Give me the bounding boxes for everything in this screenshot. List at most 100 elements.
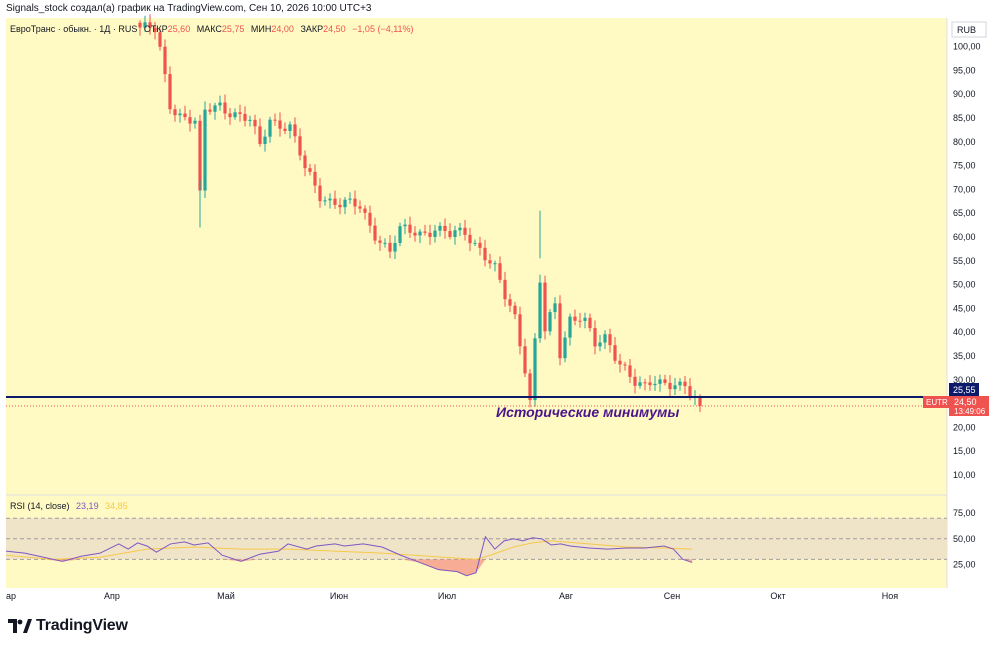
historical-lows-annotation[interactable]: Исторические минимумы — [496, 404, 679, 420]
candle-body — [248, 119, 252, 121]
candle-body — [658, 379, 662, 384]
candle-body — [578, 320, 582, 322]
candle-body — [538, 282, 542, 339]
candle-body — [608, 334, 612, 346]
legend-change: −1,05 (−4,11%) — [352, 24, 413, 34]
candle-body — [173, 109, 177, 116]
candle-body — [448, 231, 452, 238]
candle-body — [663, 379, 667, 383]
candle-body — [273, 119, 277, 121]
candle-body — [288, 124, 292, 131]
time-tick-label: Сен — [664, 591, 681, 601]
candle-body — [573, 316, 577, 321]
candle-body — [628, 365, 632, 377]
candle-body — [418, 231, 422, 236]
candle-body — [318, 185, 322, 202]
candle-body — [183, 113, 187, 118]
candle-body — [588, 317, 592, 329]
candle-body — [323, 200, 327, 202]
legend-low-label: МИН — [251, 24, 271, 34]
legend-close-label: ЗАКР — [300, 24, 323, 34]
price-tick-label: 45,00 — [953, 303, 976, 313]
candle-body — [303, 155, 307, 169]
candle-body — [543, 282, 547, 332]
candle-body — [228, 113, 232, 118]
time-scale[interactable]: ар Апр Май Июн Июл Авг Сен Окт Ноя — [6, 591, 898, 601]
candle-body — [613, 345, 617, 361]
candle-body — [498, 263, 502, 280]
candle-body — [193, 120, 197, 124]
candle-body — [453, 230, 457, 238]
price-tick-label: 40,00 — [953, 327, 976, 337]
candle-body — [358, 206, 362, 209]
candle-body — [168, 74, 172, 110]
candle-body — [298, 136, 302, 156]
ticker-text: EUTR — [926, 398, 948, 407]
candle-body — [463, 227, 467, 235]
candle-body — [223, 102, 227, 114]
price-tick-label: 95,00 — [953, 65, 976, 75]
candle-body — [333, 198, 337, 205]
candle-body — [688, 386, 692, 398]
time-tick-label: Окт — [770, 591, 785, 601]
candle-body — [398, 226, 402, 243]
time-tick-label: Июн — [330, 591, 348, 601]
currency-text: RUB — [957, 25, 976, 35]
candle-body — [583, 317, 587, 321]
candle-body — [433, 230, 437, 237]
price-tick-label: 60,00 — [953, 232, 976, 242]
candle-body — [488, 260, 492, 264]
candle-body — [213, 105, 217, 112]
candle-body — [528, 373, 532, 401]
price-tick-label: 15,00 — [953, 446, 976, 456]
candle-body — [378, 240, 382, 243]
legend-low-value: 24,00 — [271, 24, 294, 34]
time-tick-label: ар — [6, 591, 16, 601]
candle-body — [548, 312, 552, 332]
legend-line[interactable]: ЕвроТранс · обыкн. · 1Д · RUS ОТКР25,60 … — [10, 24, 414, 34]
candle-body — [533, 338, 537, 401]
candle-body — [393, 242, 397, 252]
candle-body — [638, 382, 642, 386]
candle-body — [568, 316, 572, 338]
candle-body — [283, 128, 287, 131]
candle-body — [423, 231, 427, 233]
candle-body — [293, 124, 297, 137]
currency-label[interactable]: RUB — [951, 21, 987, 38]
candle-body — [253, 119, 257, 127]
price-tick-label: 100,00 — [953, 42, 981, 52]
candle-body — [553, 303, 557, 313]
candle-body — [428, 232, 432, 237]
candle-body — [308, 168, 312, 172]
rsi-value: 23,19 — [76, 501, 99, 511]
legend-open-value: 25,60 — [168, 24, 191, 34]
candle-body — [618, 360, 622, 365]
time-tick-label: Июл — [438, 591, 456, 601]
price-scale[interactable]: 10,0015,0020,0025,0030,0035,0040,0045,00… — [953, 42, 981, 480]
rsi-lines-layer — [5, 535, 693, 577]
candle-body — [623, 364, 627, 366]
legend-high-value: 25,75 — [222, 24, 245, 34]
countdown-value: 13:49:06 — [954, 407, 986, 416]
legend-high-label: МАКС — [197, 24, 223, 34]
tradingview-logo[interactable]: TradingView — [8, 617, 128, 635]
candle-body — [383, 242, 387, 244]
time-tick-label: Апр — [104, 591, 120, 601]
candle-body — [478, 242, 482, 248]
rsi-tick-label: 50,00 — [953, 534, 976, 544]
candle-body — [518, 314, 522, 347]
candle-body — [408, 224, 412, 233]
candle-body — [258, 126, 262, 144]
candle-body — [343, 199, 347, 208]
last-price-value: 24,50 — [954, 397, 977, 407]
candle-body — [673, 385, 677, 390]
candle-body — [403, 224, 407, 227]
price-tick-label: 85,00 — [953, 113, 976, 123]
candle-body — [158, 32, 162, 47]
candle-body — [218, 102, 222, 106]
candle-body — [338, 204, 342, 208]
rsi-legend[interactable]: RSI (14, close) 23,19 34,85 — [10, 501, 128, 511]
candle-body — [523, 346, 527, 374]
candle-body — [198, 120, 202, 191]
